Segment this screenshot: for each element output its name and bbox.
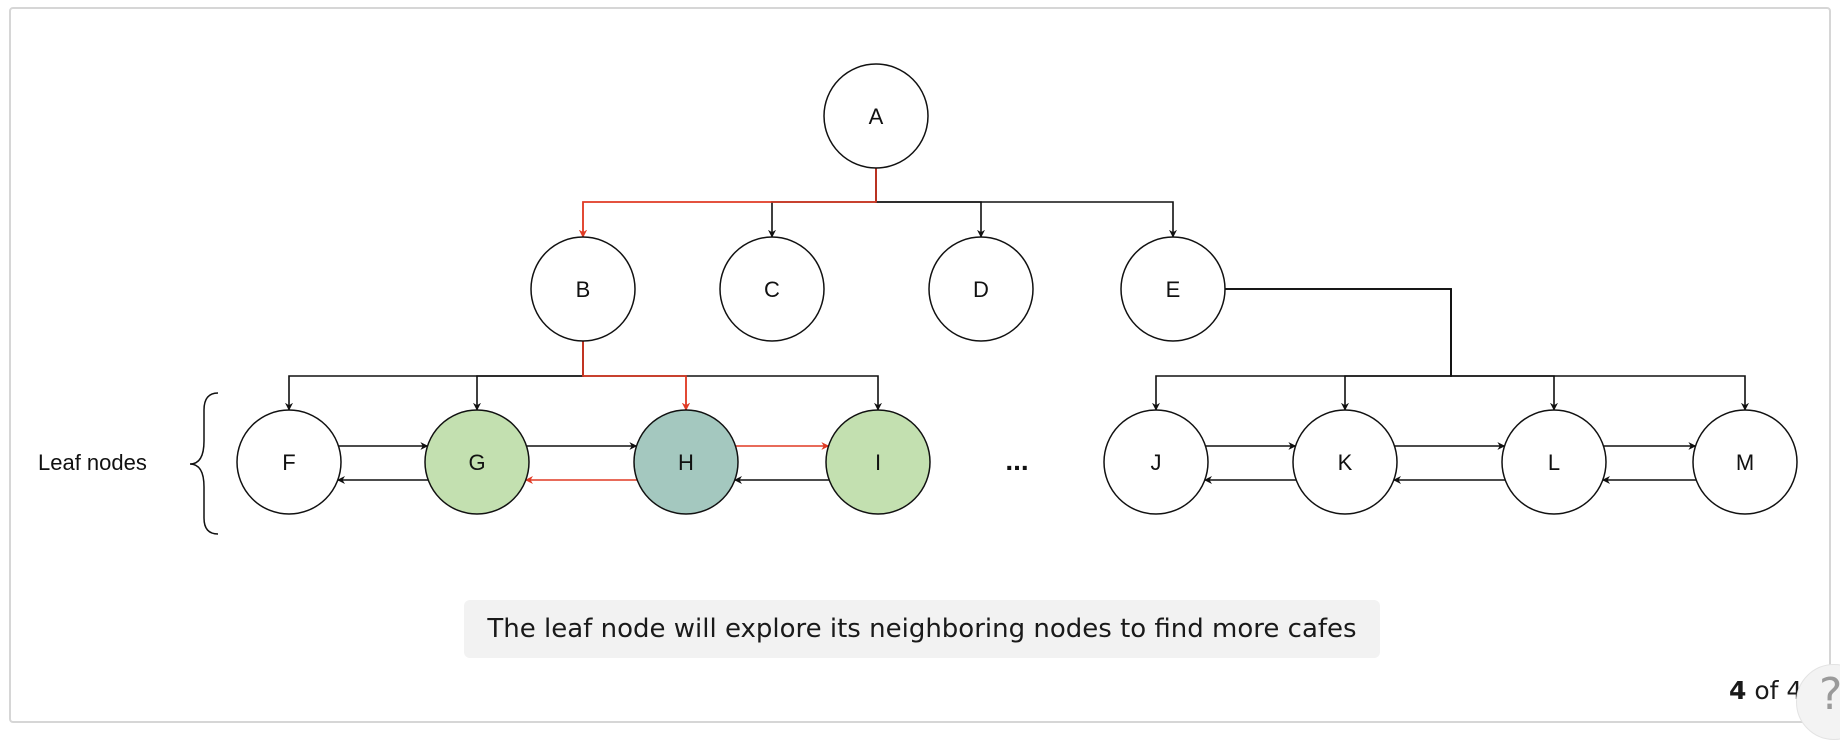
node-b: B [530,236,636,342]
node-circle-a [823,63,929,169]
node-label-m: M [1736,450,1754,475]
caption-box: The leaf node will explore its neighbori… [464,600,1380,658]
node-k: K [1292,409,1398,515]
node-d: D [928,236,1034,342]
node-label-e: E [1166,277,1181,302]
edge-highlight-b-h [582,341,690,411]
node-label-k: K [1338,450,1353,475]
node-label-l: L [1548,450,1560,475]
node-g: G [424,409,530,515]
node-circle-j [1103,409,1209,515]
node-label-b: B [576,277,591,302]
node-circle-k [1292,409,1398,515]
edge-b-g [473,341,584,411]
node-label-d: D [973,277,989,302]
node-e: E [1120,236,1226,342]
node-circle-e [1120,236,1226,342]
node-l: L [1501,409,1607,515]
edge-a-e [875,168,1177,238]
node-a: A [823,63,929,169]
pager-sep: of [1754,676,1779,705]
node-circle-g [424,409,530,515]
leaf-nodes-bracket [189,392,219,535]
pager-current: 4 [1729,676,1747,705]
caption-text: The leaf node will explore its neighbori… [487,614,1357,644]
pager: 4 of 4 [1729,676,1802,705]
node-i: I [825,409,931,515]
edge-e-k [1225,288,1452,411]
node-circle-c [719,236,825,342]
edge-e-m [1225,288,1749,411]
edge-highlight-a-b [579,168,877,238]
help-icon: ? [1819,673,1840,717]
node-label-i: I [875,450,881,475]
node-circle-i [825,409,931,515]
edge-e-l [1225,288,1558,411]
leaf-nodes-label: Leaf nodes [38,450,147,475]
node-label-c: C [764,277,780,302]
node-circle-b [530,236,636,342]
node-circle-l [1501,409,1607,515]
node-f: F [236,409,342,515]
node-h: H [633,409,739,515]
node-label-f: F [282,450,295,475]
node-label-j: J [1151,450,1162,475]
node-circle-h [633,409,739,515]
node-circle-d [928,236,1034,342]
node-label-g: G [468,450,485,475]
node-label-h: H [678,450,694,475]
node-c: C [719,236,825,342]
node-circle-m [1692,409,1798,515]
node-j: J [1103,409,1209,515]
ellipsis-indicator: ... [1005,445,1028,476]
node-m: M [1692,409,1798,515]
node-label-a: A [869,104,884,129]
node-circle-f [236,409,342,515]
